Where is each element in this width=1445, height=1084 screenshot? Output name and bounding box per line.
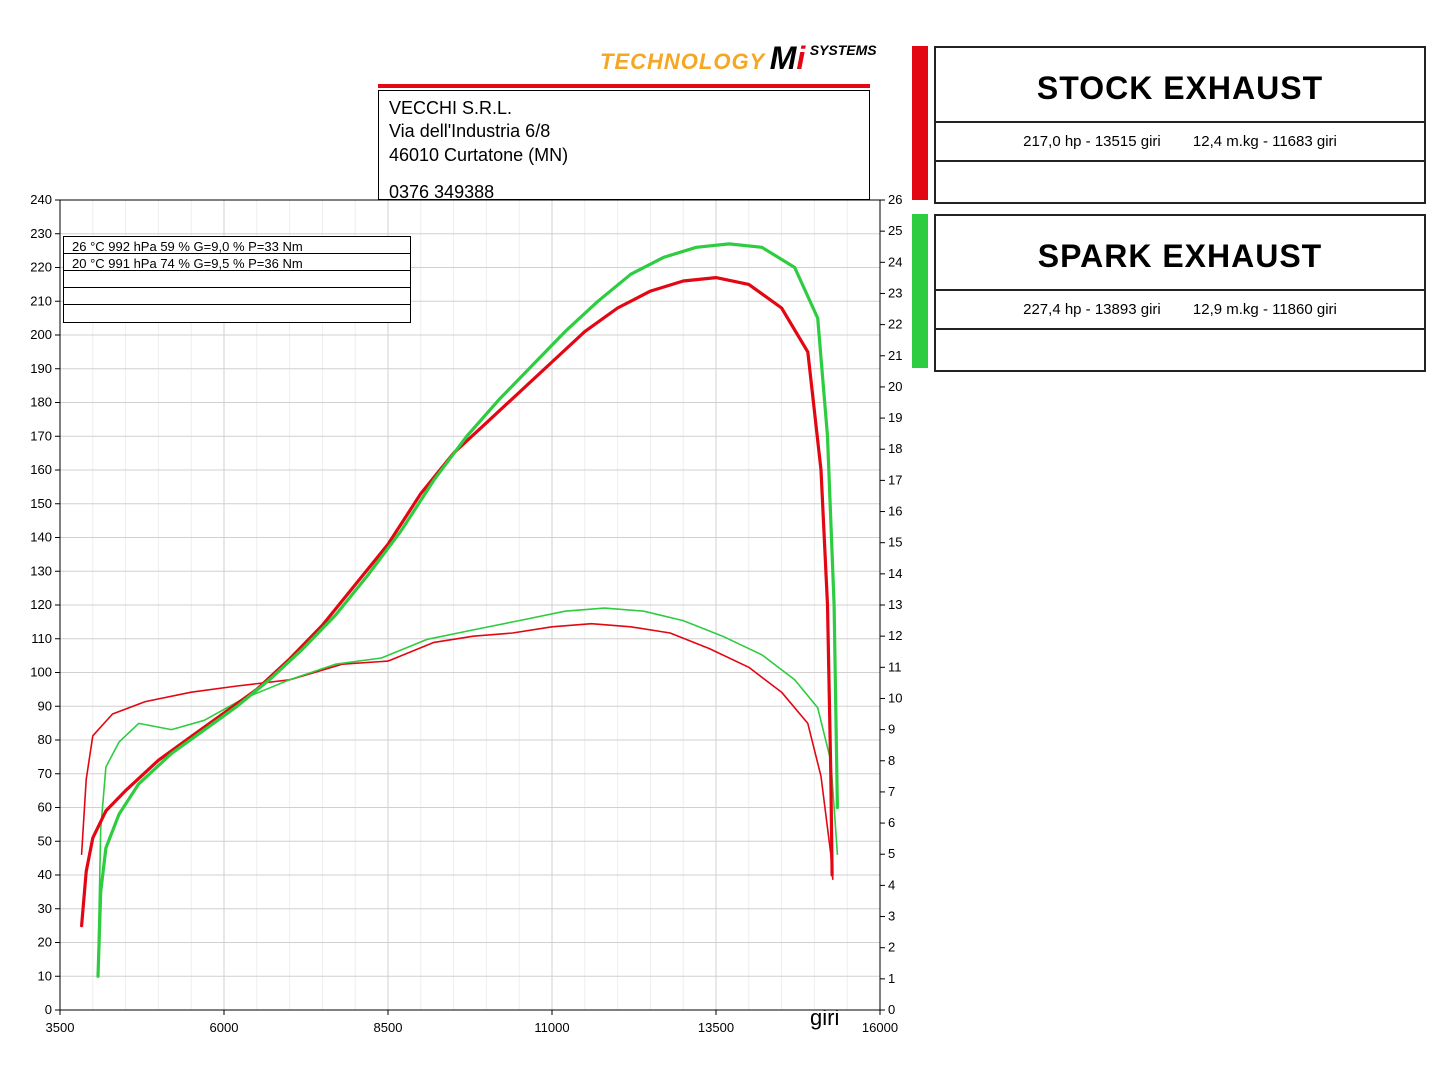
svg-text:90: 90	[38, 698, 52, 713]
svg-text:21: 21	[888, 348, 902, 363]
svg-text:13: 13	[888, 597, 902, 612]
svg-text:20: 20	[888, 379, 902, 394]
company-address1: Via dell'Industria 6/8	[389, 120, 859, 143]
company-info-box: VECCHI S.R.L. Via dell'Industria 6/8 460…	[378, 90, 870, 200]
svg-text:9: 9	[888, 722, 895, 737]
svg-text:190: 190	[30, 361, 52, 376]
svg-text:17: 17	[888, 472, 902, 487]
svg-text:10: 10	[888, 690, 902, 705]
spark-hp: 227,4 hp - 13893 giri	[1023, 301, 1161, 318]
svg-text:3: 3	[888, 909, 895, 924]
svg-text:220: 220	[30, 260, 52, 275]
stock-hp: 217,0 hp - 13515 giri	[1023, 133, 1161, 150]
svg-text:20: 20	[38, 935, 52, 950]
stock-color-bar	[912, 46, 928, 200]
conditions-row-2: 20 °C 991 hPa 74 % G=9,5 % P=36 Nm	[64, 254, 410, 271]
svg-text:11: 11	[888, 659, 902, 674]
company-name: VECCHI S.R.L.	[389, 97, 859, 120]
svg-text:11000: 11000	[534, 1020, 569, 1035]
header-underline	[378, 84, 870, 88]
svg-text:12: 12	[888, 628, 902, 643]
svg-text:7: 7	[888, 784, 895, 799]
svg-text:130: 130	[30, 563, 52, 578]
logo: TECHNOLOGY Mi SYSTEMS	[600, 40, 877, 77]
svg-text:230: 230	[30, 226, 52, 241]
conditions-table: 26 °C 992 hPa 59 % G=9,0 % P=33 Nm 20 °C…	[63, 236, 411, 323]
logo-systems: SYSTEMS	[810, 42, 877, 58]
logo-technology: TECHNOLOGY	[600, 49, 765, 74]
spark-exhaust-card: SPARK EXHAUST 227,4 hp - 13893 giri 12,9…	[934, 214, 1426, 372]
svg-text:22: 22	[888, 317, 902, 332]
svg-text:4: 4	[888, 877, 895, 892]
svg-text:15: 15	[888, 535, 902, 550]
svg-text:3500: 3500	[46, 1020, 75, 1035]
svg-text:120: 120	[30, 597, 52, 612]
conditions-row-empty3	[64, 305, 410, 322]
conditions-row-empty1	[64, 271, 410, 288]
svg-text:200: 200	[30, 327, 52, 342]
svg-text:170: 170	[30, 428, 52, 443]
svg-text:240: 240	[30, 192, 52, 207]
svg-text:24: 24	[888, 254, 902, 269]
company-address2: 46010 Curtatone (MN)	[389, 144, 859, 167]
svg-text:26: 26	[888, 192, 902, 207]
svg-text:10: 10	[38, 968, 52, 983]
company-phone: 0376 349388	[389, 181, 859, 204]
svg-text:16000: 16000	[862, 1020, 898, 1035]
svg-text:100: 100	[30, 665, 52, 680]
svg-text:8: 8	[888, 753, 895, 768]
svg-text:19: 19	[888, 410, 902, 425]
svg-text:1: 1	[888, 971, 895, 986]
spark-color-bar	[912, 214, 928, 368]
svg-text:0: 0	[888, 1002, 895, 1017]
svg-text:70: 70	[38, 766, 52, 781]
svg-text:6: 6	[888, 815, 895, 830]
spark-values: 227,4 hp - 13893 giri 12,9 m.kg - 11860 …	[936, 291, 1424, 330]
svg-text:14: 14	[888, 566, 902, 581]
svg-text:40: 40	[38, 867, 52, 882]
stock-title: STOCK EXHAUST	[936, 48, 1424, 123]
svg-text:2: 2	[888, 940, 895, 955]
logo-i: i	[796, 40, 805, 76]
svg-text:16: 16	[888, 504, 902, 519]
svg-text:0: 0	[45, 1002, 52, 1017]
svg-text:160: 160	[30, 462, 52, 477]
svg-text:180: 180	[30, 395, 52, 410]
svg-text:80: 80	[38, 732, 52, 747]
svg-text:25: 25	[888, 223, 902, 238]
svg-text:18: 18	[888, 441, 902, 456]
svg-text:60: 60	[38, 800, 52, 815]
svg-text:13500: 13500	[698, 1020, 734, 1035]
logo-m: M	[770, 40, 797, 76]
page: TECHNOLOGY Mi SYSTEMS VECCHI S.R.L. Via …	[0, 0, 1445, 1084]
svg-text:5: 5	[888, 846, 895, 861]
svg-text:210: 210	[30, 293, 52, 308]
stock-values: 217,0 hp - 13515 giri 12,4 m.kg - 11683 …	[936, 123, 1424, 162]
svg-text:50: 50	[38, 833, 52, 848]
svg-text:30: 30	[38, 901, 52, 916]
stock-exhaust-card: STOCK EXHAUST 217,0 hp - 13515 giri 12,4…	[934, 46, 1426, 204]
svg-text:23: 23	[888, 285, 902, 300]
svg-text:150: 150	[30, 496, 52, 511]
conditions-row-1: 26 °C 992 hPa 59 % G=9,0 % P=33 Nm	[64, 237, 410, 254]
stock-torque: 12,4 m.kg - 11683 giri	[1193, 133, 1337, 150]
svg-text:6000: 6000	[210, 1020, 239, 1035]
spark-title: SPARK EXHAUST	[936, 216, 1424, 291]
svg-text:110: 110	[31, 631, 52, 646]
svg-text:8500: 8500	[374, 1020, 403, 1035]
conditions-row-empty2	[64, 288, 410, 305]
svg-text:140: 140	[30, 530, 52, 545]
spark-torque: 12,9 m.kg - 11860 giri	[1193, 301, 1337, 318]
